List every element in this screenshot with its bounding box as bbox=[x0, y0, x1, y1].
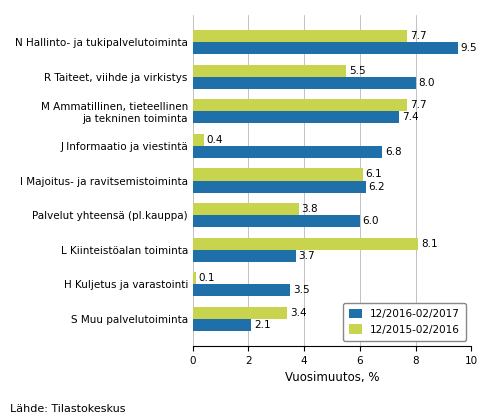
Bar bbox=[193, 134, 204, 146]
Bar bbox=[193, 146, 382, 158]
Text: 3.4: 3.4 bbox=[290, 308, 307, 318]
Bar bbox=[193, 238, 419, 250]
Text: 6.0: 6.0 bbox=[363, 216, 379, 226]
Bar bbox=[193, 319, 251, 331]
Bar bbox=[193, 284, 290, 297]
Text: 3.7: 3.7 bbox=[299, 251, 315, 261]
Text: Lähde: Tilastokeskus: Lähde: Tilastokeskus bbox=[10, 404, 125, 414]
Text: 6.2: 6.2 bbox=[368, 182, 385, 192]
Bar bbox=[193, 42, 458, 54]
Text: 9.5: 9.5 bbox=[460, 43, 477, 53]
Text: 3.5: 3.5 bbox=[293, 285, 310, 295]
Text: 7.7: 7.7 bbox=[410, 31, 427, 41]
Text: 8.0: 8.0 bbox=[419, 78, 435, 88]
Bar bbox=[193, 168, 363, 181]
Bar bbox=[193, 99, 407, 111]
Text: 7.4: 7.4 bbox=[402, 112, 419, 122]
Bar bbox=[193, 250, 296, 262]
Text: 5.5: 5.5 bbox=[349, 66, 365, 76]
Bar bbox=[193, 77, 416, 89]
Text: 0.4: 0.4 bbox=[207, 135, 223, 145]
Bar bbox=[193, 30, 407, 42]
Bar bbox=[193, 215, 360, 227]
X-axis label: Vuosimuutos, %: Vuosimuutos, % bbox=[285, 371, 379, 384]
Text: 3.8: 3.8 bbox=[301, 204, 318, 214]
Bar bbox=[193, 64, 346, 77]
Text: 2.1: 2.1 bbox=[254, 320, 271, 330]
Text: 0.1: 0.1 bbox=[198, 273, 215, 283]
Text: 7.7: 7.7 bbox=[410, 100, 427, 110]
Text: 6.1: 6.1 bbox=[365, 169, 382, 179]
Bar bbox=[193, 181, 365, 193]
Legend: 12/2016-02/2017, 12/2015-02/2016: 12/2016-02/2017, 12/2015-02/2016 bbox=[343, 303, 466, 341]
Text: 8.1: 8.1 bbox=[422, 239, 438, 249]
Bar bbox=[193, 111, 399, 124]
Bar bbox=[193, 203, 299, 215]
Text: 6.8: 6.8 bbox=[385, 147, 402, 157]
Bar bbox=[193, 272, 196, 284]
Bar bbox=[193, 307, 287, 319]
